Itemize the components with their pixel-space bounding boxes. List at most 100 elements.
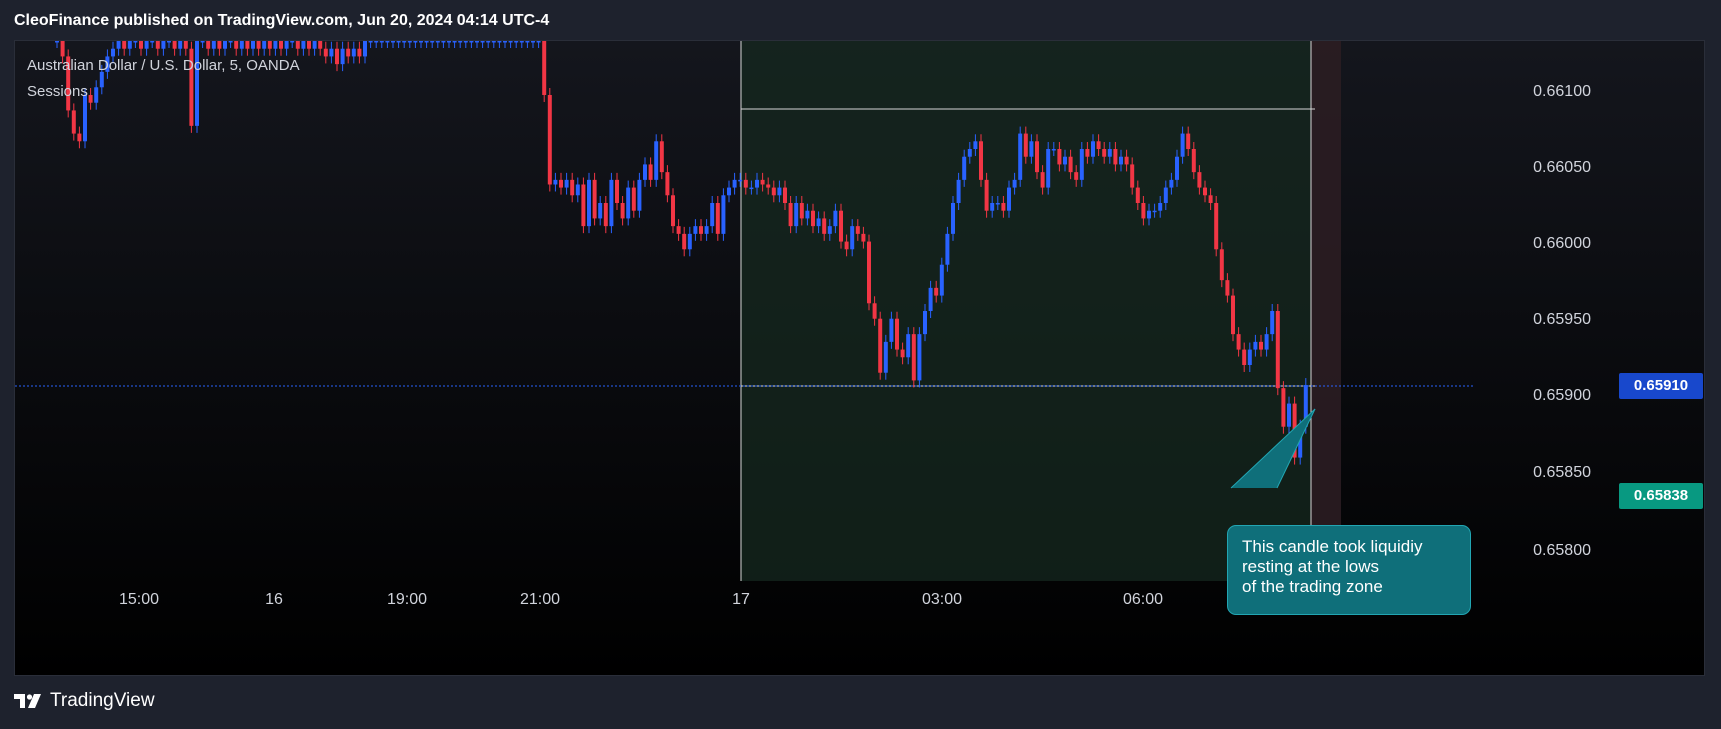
candle-body	[228, 41, 233, 43]
candle-body	[979, 141, 983, 180]
candle-body	[508, 41, 513, 43]
candle-body	[973, 141, 978, 149]
candle-body	[116, 41, 121, 49]
candle-body	[945, 233, 950, 265]
candle-body	[827, 226, 832, 234]
candle-body	[547, 95, 552, 185]
candle-body	[799, 203, 804, 219]
tradingview-logo[interactable]: TradingView	[14, 690, 155, 712]
sessions-indicator-label[interactable]: Sessions	[27, 83, 88, 100]
candlestick-chart[interactable]: 0.66100 0.66050 0.66000 0.65950 0.65900 0.658…	[15, 41, 1705, 676]
candle-body	[435, 41, 440, 43]
candle-body	[581, 184, 586, 227]
candle-body	[1040, 172, 1045, 188]
candle-body	[357, 48, 362, 57]
candle-body	[385, 41, 390, 43]
candle-body	[1158, 203, 1163, 211]
candle-body	[1242, 349, 1247, 365]
candle-body	[447, 41, 451, 43]
candle-body	[105, 56, 110, 72]
candle-body	[693, 226, 698, 234]
candle-body	[111, 48, 115, 57]
candle-body	[480, 41, 485, 43]
candle-body	[1046, 149, 1051, 188]
candle-body	[413, 41, 418, 43]
candle-body	[66, 56, 71, 111]
candle-body	[340, 48, 345, 65]
candle-body	[262, 41, 267, 49]
candle-body	[564, 179, 569, 188]
price-tick-label: 0.66000	[1533, 235, 1591, 252]
candle-body	[883, 341, 888, 373]
candle-body	[1287, 403, 1291, 427]
candle-body	[94, 87, 99, 103]
candle-body	[1063, 156, 1067, 165]
candle-body	[951, 203, 955, 234]
candle-body	[267, 41, 272, 49]
candle-body	[486, 41, 491, 43]
candle-body	[542, 41, 547, 95]
candle-body	[844, 241, 849, 250]
candle-body	[620, 203, 625, 219]
candle-body	[419, 41, 423, 43]
candle-body	[536, 41, 541, 43]
candle-body	[279, 41, 283, 49]
candle-body	[323, 48, 328, 57]
candle-body	[211, 41, 216, 49]
candle-body	[318, 41, 323, 49]
candle-body	[648, 164, 653, 180]
candle-body	[671, 195, 675, 227]
chart-panel[interactable]: 0.66100 0.66050 0.66000 0.65950 0.65900 0.658…	[14, 40, 1705, 676]
candle-body	[1203, 187, 1207, 196]
candle-body	[1303, 385, 1308, 427]
candle-body	[1091, 141, 1095, 157]
candle-body	[1068, 156, 1073, 173]
candle-body	[1023, 133, 1028, 157]
candle-body	[637, 179, 642, 211]
candle-body	[603, 203, 608, 227]
time-tick-label: 19:00	[387, 591, 427, 608]
candle-body	[755, 179, 759, 188]
candle-body	[928, 287, 933, 311]
candle-body	[1219, 249, 1224, 281]
candle-body	[1035, 141, 1039, 173]
current-price-tag: 0.65910	[1619, 373, 1703, 399]
candle-body	[60, 41, 65, 57]
candle-body	[1197, 172, 1202, 188]
symbol-label[interactable]: Australian Dollar / U.S. Dollar, 5, OAND…	[27, 57, 300, 74]
candle-body	[234, 41, 239, 49]
candle-body	[1247, 349, 1252, 365]
candle-body	[1281, 388, 1286, 427]
candle-body	[811, 210, 815, 227]
candle-body	[738, 179, 743, 182]
candle-body	[872, 303, 877, 319]
candle-body	[256, 41, 261, 49]
candle-body	[1079, 149, 1084, 180]
candle-body	[609, 179, 614, 227]
candle-body	[1119, 156, 1123, 165]
candle-body	[346, 48, 351, 57]
candle-body	[1141, 203, 1146, 219]
chart-legend: Australian Dollar / U.S. Dollar, 5, OAND…	[27, 53, 300, 105]
candle-body	[676, 226, 681, 234]
candle-body	[1096, 141, 1101, 149]
candle-body	[1163, 187, 1168, 203]
candle-body	[245, 41, 250, 49]
candle-body	[475, 41, 479, 43]
candle-body	[1124, 156, 1129, 165]
candle-body	[183, 41, 188, 49]
candle-body	[295, 41, 300, 49]
candle-body	[452, 41, 457, 43]
candle-body	[1051, 149, 1056, 151]
candle-body	[127, 41, 132, 49]
candle-body	[721, 195, 726, 234]
annotation-callout[interactable]: This candle took liquidiy resting at the…	[1227, 525, 1471, 615]
candle-body	[710, 203, 715, 227]
candle-body	[984, 179, 989, 211]
candle-body	[312, 41, 317, 49]
candle-body	[335, 48, 339, 65]
candle-body	[195, 41, 199, 126]
candle-body	[956, 179, 961, 203]
candle-body	[788, 203, 793, 227]
candle-body	[682, 233, 687, 250]
